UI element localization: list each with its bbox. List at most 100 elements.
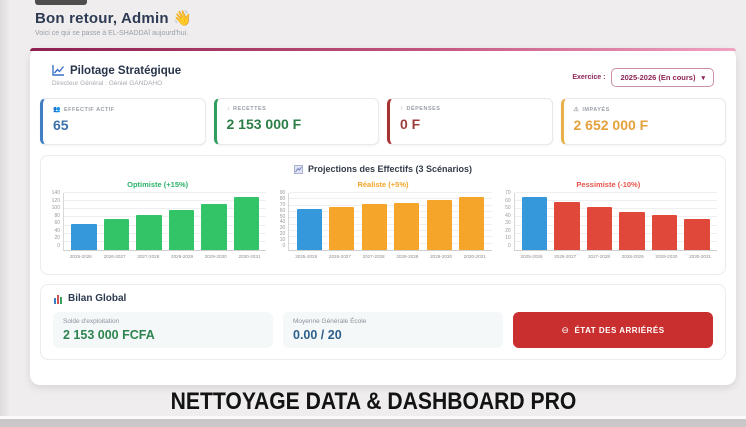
stats-row: 👥 EFFECTIF ACTIF 65 ↓ RECETTES 2 153 000… [40,98,726,145]
x-tick-label: 2029-2030 [204,254,227,259]
bars [64,193,266,250]
y-axis: 90 80 70 60 50 40 30 20 10 0 [274,191,288,249]
x-tick-label: 2025-2026 [69,254,92,259]
stat-label-text: IMPAYÉS [582,106,610,113]
gridline [64,200,267,202]
bar [586,206,613,250]
x-tick-label: 2028-2029 [171,254,193,259]
bilan-title: Bilan Global [68,293,127,304]
bar [394,202,420,250]
y-tick-label: 40 [505,212,511,219]
y-tick-label: 40 [279,219,286,226]
y-tick-label: 50 [505,205,511,212]
y-tick-label: 120 [51,197,60,204]
projections-title: Projections des Effectifs (3 Scénarios) [49,164,717,174]
stat-value: 2 652 000 F [573,117,649,133]
bar [233,196,260,250]
exercice-label: Exercice : [572,74,606,81]
stat-card-effectif: 👥 EFFECTIF ACTIF 65 [40,98,206,145]
projection-charts: Optimiste (+15%) 140 120 100 80 60 40 20 0 2025-2… [49,180,717,259]
gridline [64,192,267,193]
users-icon: 👥 [53,107,61,113]
stat-label-text: DÉPENSES [406,106,441,112]
footer-caption: NETTOYAGE DATA & DASHBOARD PRO [0,388,746,416]
bilan-item-value: 2 153 000 FCFA [63,328,155,342]
gridline [64,240,267,242]
gridline [289,204,492,206]
bilan-item-solde: Solde d'exploitation 2 153 000 FCFA [53,312,273,348]
bilan-card: Bilan Global Solde d'exploitation 2 153 … [40,284,726,360]
arrow-up-icon: ↑ [400,106,404,112]
gridline [289,217,492,219]
x-tick-label: 2026-2027 [554,254,577,259]
y-tick-label: 0 [57,242,60,249]
bar [201,203,227,250]
y-tick-label: 10 [505,235,511,242]
gridline [64,208,267,210]
x-tick-label: 2030-2031 [689,254,712,259]
y-tick-label: 100 [51,205,60,212]
gridline [289,211,492,213]
y-tick-label: 60 [54,220,60,227]
welcome-text: Bon retour, Admin [35,10,169,27]
chart-body: 140 120 100 80 60 40 20 0 [49,191,267,251]
x-tick-label: 2030-2031 [463,254,486,259]
y-tick-label: 20 [54,235,60,242]
gridline [514,224,717,226]
x-tick-label: 2028-2029 [621,254,644,259]
bars [289,193,491,250]
gridline [289,236,492,238]
projections-title-text: Projections des Effectifs (3 Scénarios) [307,164,473,174]
plot-area [513,192,717,251]
stat-value: 0 F [400,116,421,132]
y-tick-label: 70 [505,190,511,196]
stat-value: 2 153 000 F [226,116,302,132]
bilan-item-label: Moyenne Générale École [293,318,367,325]
page-title: Bon retour, Admin 👋 [35,9,192,27]
pilotage-subtitle: Directeur Général : Géniel GANDAHO [52,80,163,87]
y-tick-label: 20 [279,231,286,238]
chart-title: Pessimiste (-10%) [576,180,641,189]
exercice-select[interactable]: 2025-2026 (En cours) ▾ [611,68,714,87]
y-tick-label: 60 [505,197,511,204]
bar [459,197,485,250]
bars [515,193,717,250]
bar [296,208,322,250]
bottom-divider [0,416,746,419]
left-edge-strip [0,0,9,427]
bar [426,199,452,250]
gridline [289,230,492,232]
y-axis: 140 120 100 80 60 40 20 0 [49,191,63,249]
gridline [514,200,717,202]
arrears-report-button[interactable]: ⊖ ÉTAT DES ARRIÉRÉS [513,312,713,348]
line-chart-icon [52,65,65,76]
bar-chart-icon [294,164,303,174]
y-tick-label: 40 [54,227,60,234]
stat-label-text: EFFECTIF ACTIF [63,106,115,113]
y-tick-label: 10 [279,237,286,243]
bottom-strip [0,419,746,427]
bars-icon [54,294,62,304]
gridline [514,216,717,218]
bar [136,215,162,250]
stat-value: 65 [53,117,69,133]
top-tab-remnant [35,0,87,5]
bar [684,219,710,250]
x-tick-label: 2027-2028 [137,254,160,259]
y-tick-label: 0 [507,242,511,249]
x-axis-labels: 2025-2026 2026-2027 2027-2028 2028-2029 2029… [274,254,491,259]
page-header: Bon retour, Admin 👋 Voici ce qui se pass… [35,9,192,37]
y-tick-label: 20 [505,227,511,234]
gridline [64,232,267,234]
y-tick-label: 140 [51,190,60,196]
x-tick-label: 2025-2026 [295,254,318,259]
pilotage-title: Pilotage Stratégique [70,64,182,77]
y-tick-label: 70 [279,201,286,208]
x-tick-label: 2029-2030 [430,254,453,259]
gridline [289,198,492,200]
plot-area [63,192,267,251]
gridline [514,240,717,242]
gridline [64,224,267,226]
stat-label: ↑ DÉPENSES [400,106,542,112]
x-tick-label: 2027-2028 [362,254,385,259]
